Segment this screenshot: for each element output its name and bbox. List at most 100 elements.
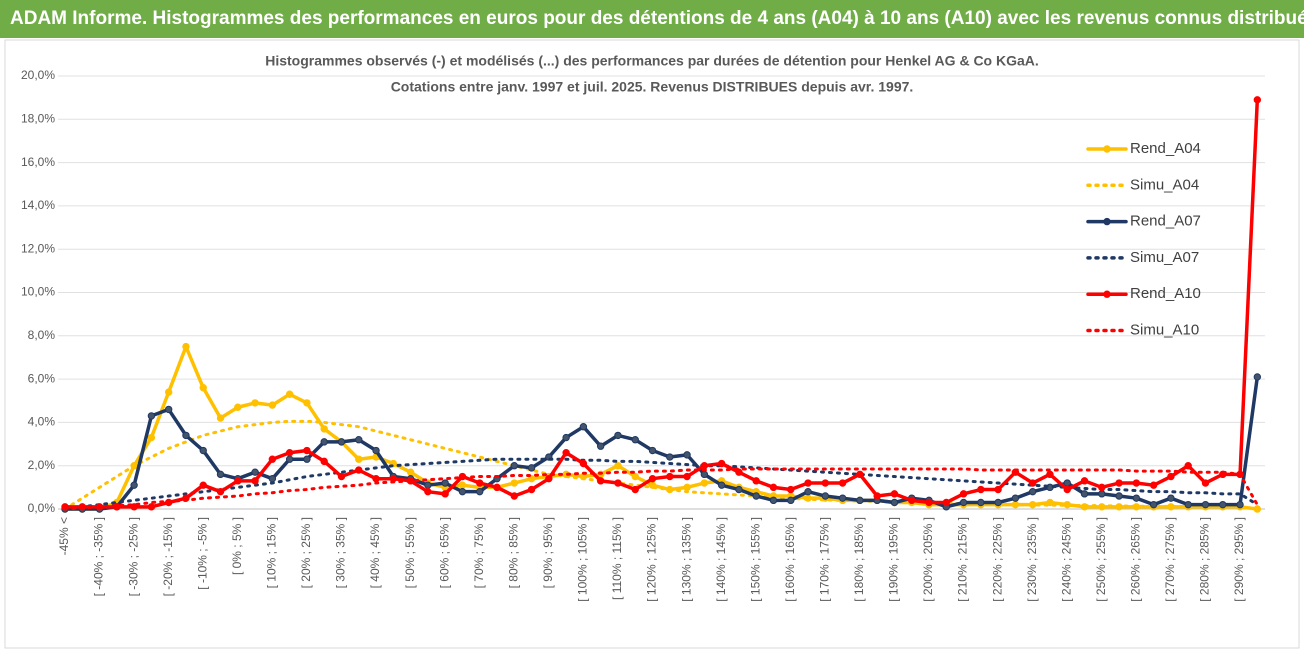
- data-point: [216, 414, 225, 422]
- data-point: [579, 459, 588, 468]
- data-point: [683, 451, 691, 459]
- data-point: [942, 498, 950, 507]
- data-point: [787, 496, 795, 505]
- x-tick-label: [ 40% ; 45% ]: [368, 517, 382, 588]
- data-point: [821, 479, 830, 487]
- data-point: [856, 496, 864, 505]
- y-tick-label: 16,0%: [21, 155, 55, 169]
- x-tick-label: [ 170% ; 175% ]: [817, 517, 831, 602]
- data-point: [579, 423, 588, 431]
- data-point: [562, 449, 570, 457]
- x-tick-label: [ 210% ; 215% ]: [956, 517, 970, 602]
- data-point: [1149, 481, 1158, 489]
- data-point: [1046, 498, 1054, 507]
- data-point: [821, 492, 830, 500]
- data-point: [1219, 500, 1227, 509]
- data-point: [614, 479, 622, 487]
- data-point: [1132, 494, 1141, 502]
- y-tick-label: 0,0%: [28, 501, 56, 515]
- data-point: [596, 442, 605, 450]
- data-point: [1028, 479, 1037, 487]
- legend-label: Simu_A10: [1130, 321, 1199, 338]
- x-tick-label: [ -30% ; -25% ]: [126, 517, 140, 596]
- chart-subtitle: Cotations entre janv. 1997 et juil. 2025…: [391, 79, 914, 95]
- data-point: [458, 487, 467, 496]
- data-point: [216, 470, 225, 479]
- series-line: [63, 419, 1259, 511]
- data-point: [977, 485, 985, 494]
- data-point: [441, 490, 449, 498]
- data-point: [977, 498, 985, 507]
- data-point: [458, 481, 467, 489]
- legend-marker: [1103, 217, 1111, 226]
- data-point: [441, 479, 449, 487]
- data-point: [147, 412, 156, 420]
- x-tick-label: [ 150% ; 155% ]: [748, 517, 762, 602]
- chart-title: Histogrammes observés (-) et modélisés (…: [265, 53, 1039, 69]
- data-point: [1184, 500, 1192, 509]
- data-point: [838, 494, 847, 502]
- data-point: [614, 431, 622, 440]
- data-point: [303, 446, 311, 455]
- data-point: [1132, 479, 1141, 487]
- x-tick-label: [ 90% ; 95% ]: [541, 517, 555, 588]
- series-line: [63, 375, 1260, 511]
- data-point: [890, 490, 899, 498]
- data-point: [355, 455, 363, 463]
- x-tick-label: [ 50% ; 55% ]: [403, 517, 417, 588]
- data-point: [147, 503, 156, 511]
- data-point: [1201, 479, 1210, 487]
- data-point: [1098, 490, 1106, 498]
- data-point: [337, 472, 346, 481]
- chart: Histogrammes observés (-) et modélisés (…: [4, 39, 1300, 649]
- y-tick-label: 2,0%: [28, 458, 56, 472]
- x-tick-label: [ -10% ; -5% ]: [195, 517, 209, 590]
- data-point: [234, 477, 242, 485]
- data-point: [355, 466, 363, 474]
- data-point: [752, 492, 760, 500]
- data-point: [1253, 96, 1262, 104]
- data-point: [476, 487, 484, 496]
- x-tick-label: [ 190% ; 195% ]: [887, 517, 901, 602]
- data-point: [527, 464, 536, 472]
- x-tick-label: [ 20% ; 25% ]: [299, 517, 313, 588]
- data-point: [251, 468, 259, 476]
- x-tick-label: [ 130% ; 135% ]: [679, 517, 693, 602]
- data-point: [562, 433, 570, 442]
- data-point: [1149, 500, 1158, 509]
- x-tick-label: [ 230% ; 235% ]: [1025, 517, 1039, 602]
- data-point: [251, 477, 259, 485]
- data-point: [1115, 492, 1123, 500]
- data-point: [164, 388, 173, 396]
- legend-label: Rend_A07: [1130, 213, 1201, 230]
- x-tick-label: [ -40% ; -35% ]: [92, 517, 106, 596]
- x-tick-label: [ 80% ; 85% ]: [506, 517, 520, 588]
- y-tick-label: 4,0%: [28, 415, 56, 429]
- data-point: [545, 474, 553, 483]
- data-point: [355, 436, 363, 444]
- data-point: [735, 485, 743, 494]
- data-point: [1080, 490, 1089, 498]
- data-point: [130, 481, 138, 489]
- x-tick-label: [ 0% ; 5% ]: [230, 517, 244, 575]
- data-point: [268, 474, 277, 483]
- data-point: [320, 438, 328, 446]
- data-point: [527, 485, 536, 494]
- legend-label: Rend_A04: [1130, 140, 1201, 157]
- data-point: [510, 462, 518, 470]
- legend-marker: [1103, 145, 1111, 153]
- data-point: [476, 479, 484, 487]
- data-point: [683, 483, 691, 492]
- data-point: [666, 472, 674, 481]
- data-point: [873, 492, 881, 500]
- x-tick-label: [ 140% ; 145% ]: [714, 517, 728, 602]
- data-point: [251, 399, 259, 407]
- x-tick-label: [ 70% ; 75% ]: [472, 517, 486, 588]
- data-point: [1167, 472, 1175, 481]
- x-tick-label: [ -20% ; -15% ]: [161, 517, 175, 596]
- data-point: [1184, 462, 1192, 470]
- x-tick-label: [ 10% ; 15% ]: [265, 517, 279, 588]
- data-point: [959, 498, 968, 507]
- x-tick-label: [ 200% ; 205% ]: [921, 517, 935, 602]
